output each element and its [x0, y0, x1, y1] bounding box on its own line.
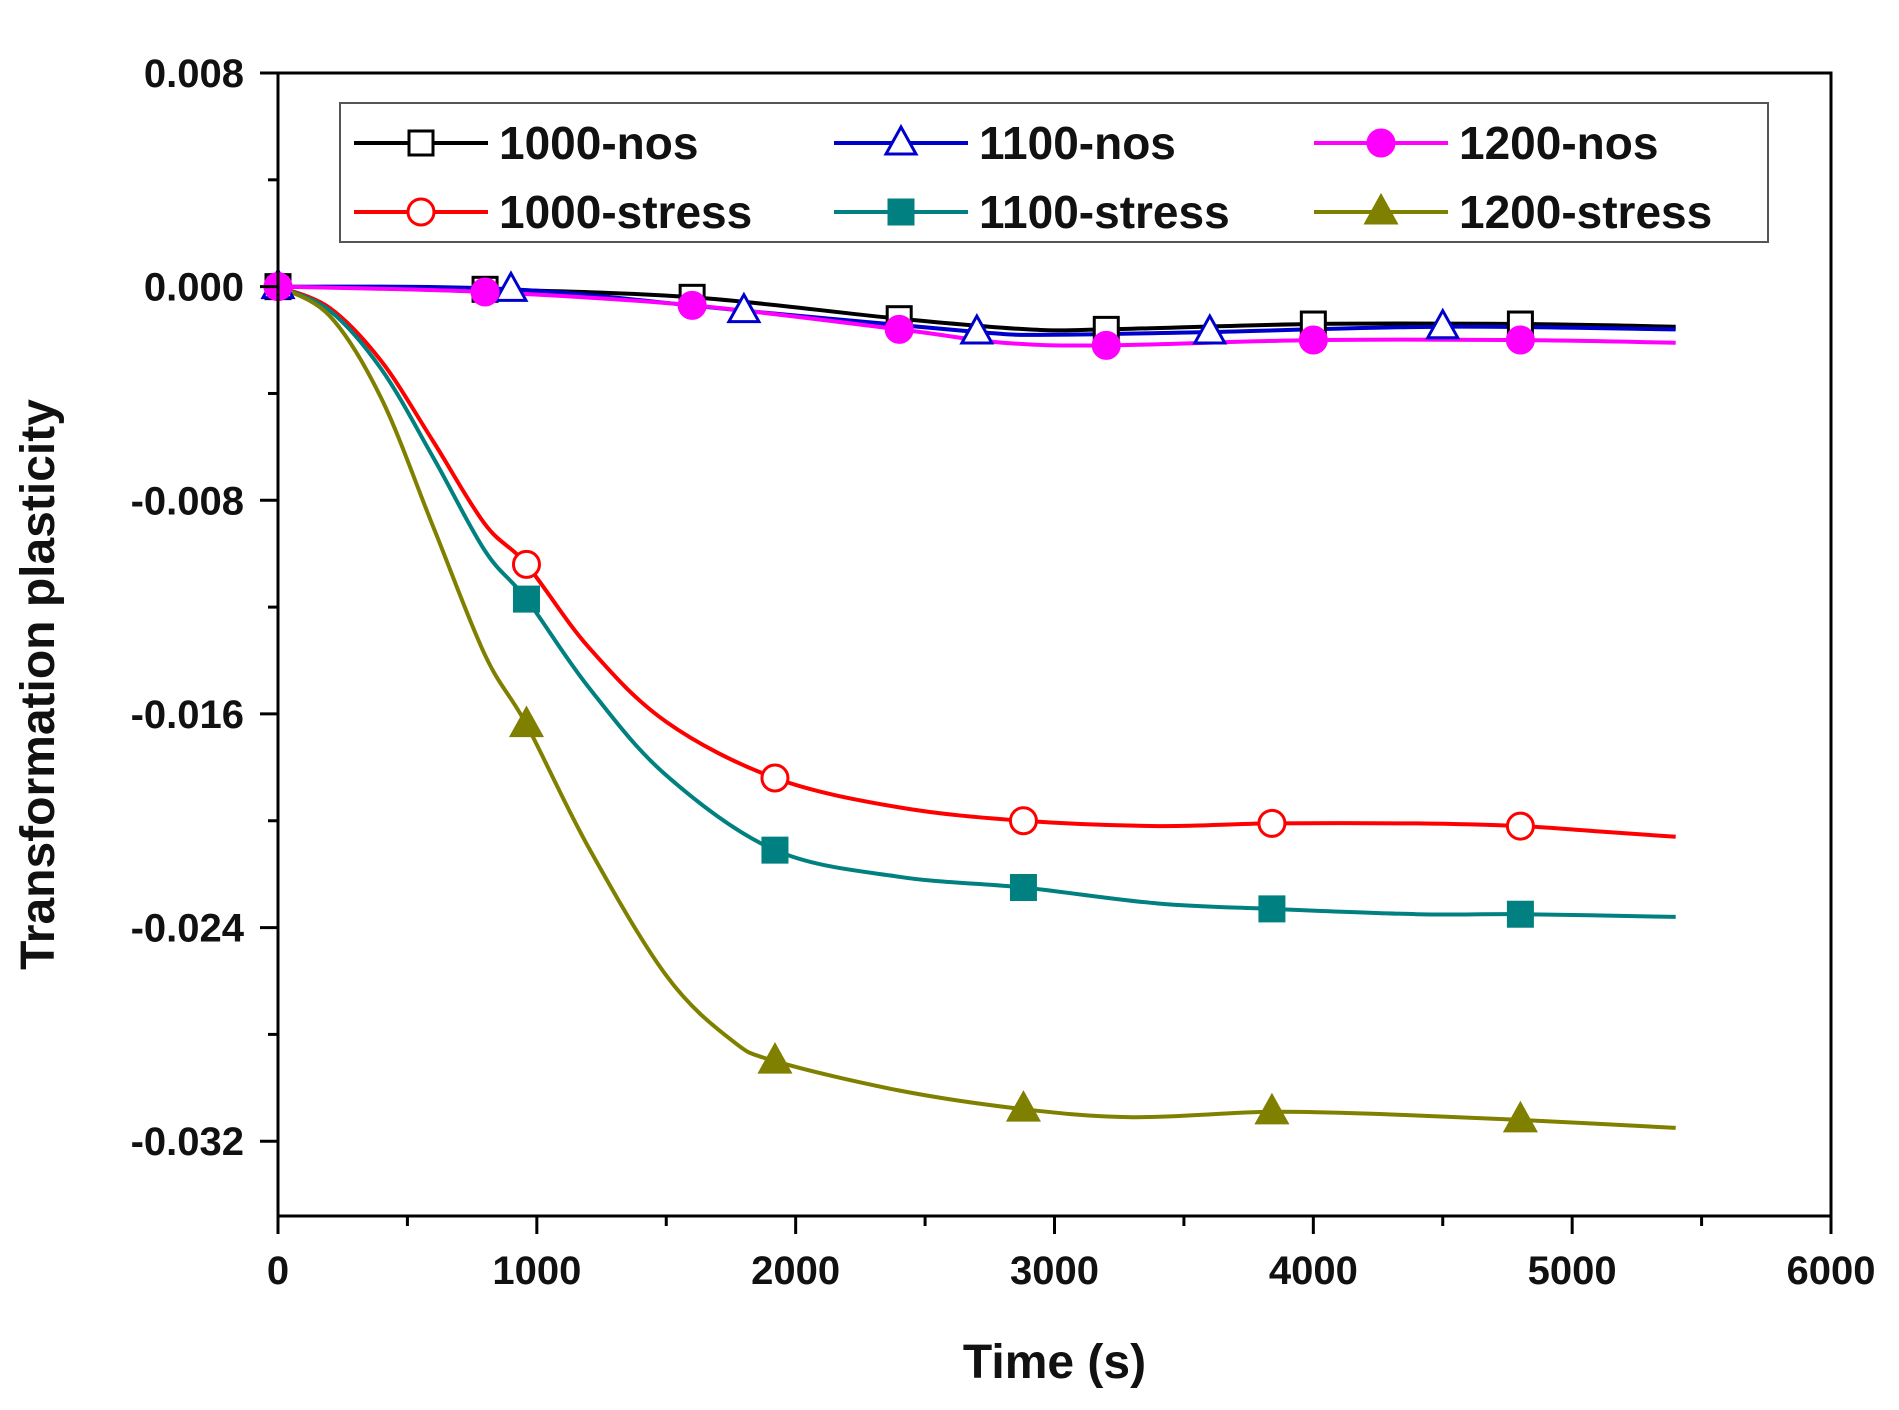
series-line-1200-nos	[277, 284, 1676, 348]
marker-1100-stress	[512, 585, 540, 613]
x-tick-label: 3000	[1010, 1249, 1099, 1293]
marker-1200-nos	[470, 277, 500, 307]
marker-1200-stress	[1254, 1092, 1290, 1125]
marker-1200-stress	[1502, 1100, 1538, 1133]
marker-1100-nos	[726, 291, 762, 324]
y-tick-label: -0.032	[131, 1120, 244, 1164]
x-tick-label: 0	[267, 1249, 289, 1293]
legend-label-1000-nos: 1000-nos	[499, 117, 698, 169]
series-lines	[277, 284, 1676, 1130]
x-tick-label: 2000	[751, 1249, 840, 1293]
series-line-1200-stress	[277, 284, 1676, 1130]
marker-1200-stress	[508, 705, 545, 738]
legend-label-1200-nos: 1200-nos	[1459, 117, 1658, 169]
marker-1000-stress	[760, 763, 790, 793]
series-line-1000-stress	[277, 284, 1676, 839]
marker-1200-stress	[757, 1042, 793, 1074]
legend-box	[339, 102, 1769, 243]
legend-marker-1200-nos	[1366, 128, 1396, 158]
y-tick-label: 0.000	[144, 266, 244, 310]
marker-1100-nos	[1192, 312, 1228, 345]
legend: 1000-nos 1100-nos 1200-nos 1000-stress 1100-…	[339, 102, 1769, 243]
legend-marker-1000-nos	[407, 129, 435, 157]
x-tick-label: 4000	[1269, 1249, 1358, 1293]
marker-1000-stress	[1008, 806, 1038, 836]
marker-1100-stress	[1009, 874, 1037, 902]
marker-1100-stress	[1506, 900, 1534, 928]
marker-1100-nos	[959, 312, 995, 345]
marker-1000-stress	[1257, 808, 1287, 838]
y-tick-label: -0.024	[131, 907, 245, 951]
legend-label-1200-stress: 1200-stress	[1459, 186, 1712, 238]
legend-marker-1100-nos	[883, 123, 919, 156]
x-tick-label: 1000	[492, 1249, 581, 1293]
legend-label-1100-stress: 1100-stress	[979, 186, 1230, 238]
y-tick-label: -0.016	[131, 693, 244, 737]
legend-label-1100-nos: 1100-nos	[979, 117, 1176, 169]
marker-1100-nos	[1425, 307, 1461, 340]
x-tick-label: 5000	[1528, 1249, 1617, 1293]
marker-1200-nos	[1091, 330, 1121, 360]
marker-1200-nos	[884, 314, 914, 344]
marker-1200-stress	[1005, 1090, 1041, 1122]
y-axis-title: Transformation plasticity	[12, 399, 65, 970]
y-tick-label: -0.008	[131, 479, 244, 523]
x-axis-title: Time (s)	[963, 1336, 1146, 1389]
marker-1100-nos	[493, 270, 529, 302]
marker-1200-nos	[1505, 325, 1535, 355]
series-markers	[260, 267, 1538, 1133]
legend-marker-1100-stress	[887, 198, 915, 226]
marker-1100-stress	[761, 836, 789, 864]
legend-marker-1000-stress	[406, 197, 436, 227]
legend-label-1000-stress: 1000-stress	[499, 186, 752, 238]
marker-1200-nos	[1298, 325, 1328, 355]
plot-frame	[276, 71, 1833, 1218]
marker-1200-nos	[677, 290, 707, 320]
y-tick-label: 0.008	[144, 52, 244, 96]
x-tick-label: 6000	[1787, 1249, 1876, 1293]
legend-marker-1200-stress	[1363, 192, 1399, 225]
marker-1100-stress	[1258, 895, 1286, 923]
marker-1000-stress	[1505, 811, 1535, 841]
marker-1000-stress	[511, 549, 541, 579]
axes: 0 1000 2000 3000 4000 5000 6000 0.008 0.000 -0.00…	[131, 52, 1876, 1293]
